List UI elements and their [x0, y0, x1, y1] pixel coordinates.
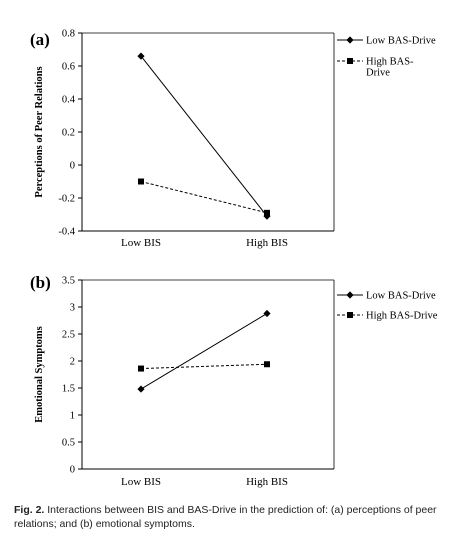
caption-text: Interactions between BIS and BAS-Drive i…: [14, 504, 437, 530]
series-high-bas-drive: [138, 178, 270, 216]
y-tick-label: 3: [70, 303, 75, 314]
figure-caption: Fig. 2. Interactions between BIS and BAS…: [14, 503, 460, 531]
x-tick-label: Low BIS: [121, 476, 161, 488]
y-tick-label: 0.4: [62, 95, 76, 106]
legend-label: Drive: [366, 68, 390, 79]
data-point: [138, 365, 144, 372]
panel-label: (a): [30, 30, 50, 49]
y-tick-label: -0.4: [58, 227, 75, 238]
data-point: [264, 361, 270, 368]
series-line: [140, 313, 268, 390]
y-tick-label: -0.2: [58, 194, 75, 205]
x-tick-label: High BIS: [246, 237, 288, 249]
y-tick-label: 0.5: [62, 438, 75, 449]
legend-marker: [347, 58, 353, 64]
panel-b: (b) 3.5 3 2.5 2 1.5 1 0.5 0 Low BIS High BIS Emotio…: [30, 273, 438, 488]
y-tick-label: 0.6: [62, 62, 75, 73]
legend: Low BAS-Drive High BAS-Drive: [337, 36, 436, 79]
series-line: [140, 181, 268, 214]
legend-marker: [347, 312, 353, 318]
series-line: [140, 55, 268, 217]
panel-a: (a) 0.8 0.6 0.4 0.2 0 -0.2 -0.4 Low BIS High BIS P…: [30, 29, 436, 250]
data-point: [263, 309, 271, 318]
y-tick-label: 0.8: [62, 29, 75, 40]
legend: Low BAS-Drive High BAS-Drive: [337, 291, 438, 322]
panel-label: (b): [30, 273, 51, 292]
x-tick-label: Low BIS: [121, 237, 161, 249]
y-tick-label: 2.5: [62, 330, 75, 341]
legend-label: Low BAS-Drive: [366, 291, 436, 302]
legend-label: Low BAS-Drive: [366, 36, 436, 47]
y-tick-label: 0: [70, 161, 75, 172]
y-tick-label: 1.5: [62, 384, 75, 395]
caption-fig-label: Fig. 2.: [14, 504, 45, 516]
y-tick-label: 2: [70, 357, 75, 368]
legend-label: High BAS-: [366, 57, 414, 68]
legend-marker: [346, 291, 354, 299]
series-high-bas-drive: [138, 361, 270, 372]
y-tick-label: 0: [70, 465, 75, 476]
series-low-bas-drive: [137, 309, 271, 393]
data-point: [138, 178, 144, 185]
y-tick-label: 1: [70, 411, 75, 422]
y-tick-label: 0.2: [62, 128, 75, 139]
legend-marker: [346, 36, 354, 44]
legend-label: High BAS-Drive: [366, 311, 438, 322]
series-line: [140, 363, 268, 370]
data-point: [137, 385, 145, 393]
y-tick-label: 3.5: [62, 276, 75, 287]
data-point: [264, 209, 270, 216]
y-axis-title: Perceptions of Peer Relations: [34, 66, 45, 197]
data-point: [137, 52, 145, 60]
x-tick-label: High BIS: [246, 476, 288, 488]
y-axis-title: Emotional Symptoms: [34, 326, 45, 423]
series-low-bas-drive: [137, 52, 271, 220]
